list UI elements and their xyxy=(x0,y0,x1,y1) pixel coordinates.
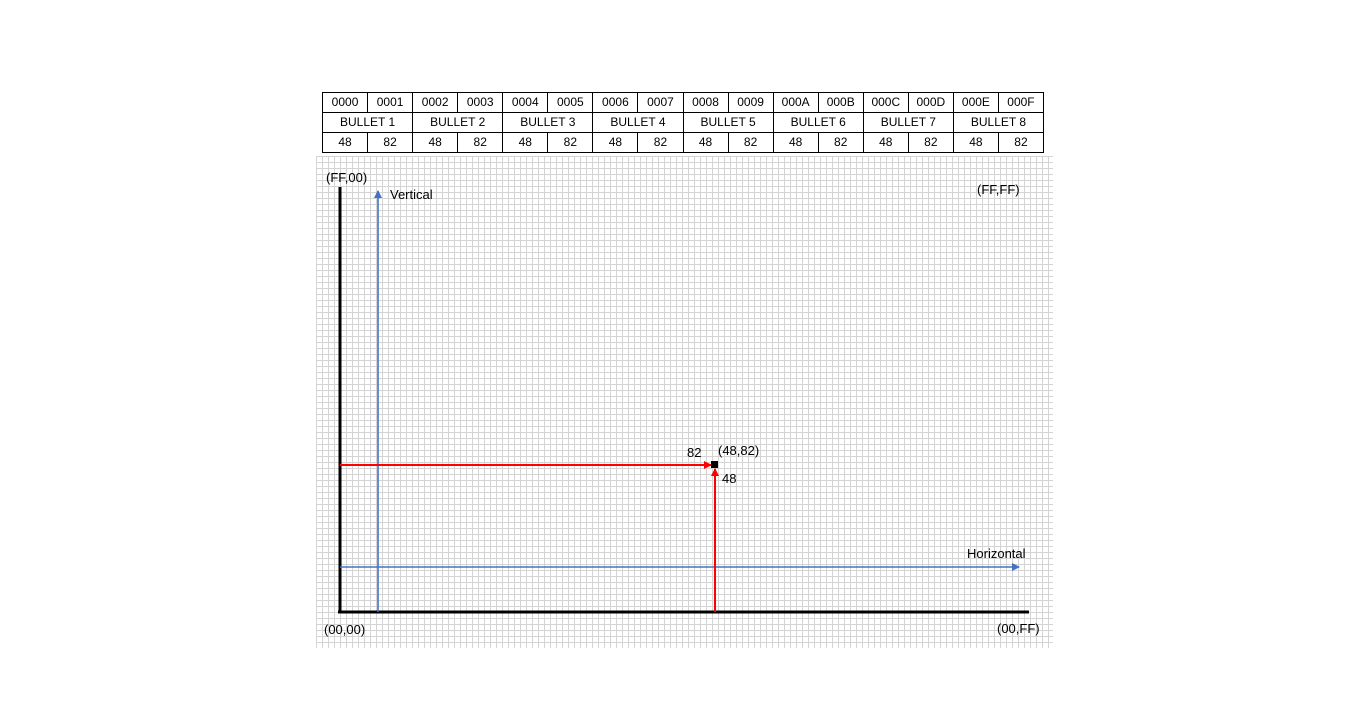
horizontal-axis-label: Horizontal xyxy=(967,546,1026,561)
bullet-cell: BULLET 1 xyxy=(321,112,414,133)
red-horizontal-value-label: 82 xyxy=(687,445,702,460)
vertical-axis-label: Vertical xyxy=(390,187,433,202)
coordinate-grid xyxy=(316,156,1053,648)
value-cell: 82 xyxy=(547,132,594,153)
bullet-row: BULLET 1 BULLET 2 BULLET 3 BULLET 4 BULL… xyxy=(321,112,1045,133)
corner-label-top-right: (FF,FF) xyxy=(977,182,1020,197)
point-coordinate-label: (48,82) xyxy=(718,443,760,458)
corner-label-bottom-left: (00,00) xyxy=(324,622,366,637)
address-cell: 0009 xyxy=(727,92,774,113)
red-vertical-value-label: 48 xyxy=(722,471,737,486)
value-cell: 82 xyxy=(367,132,414,153)
bullet-cell: BULLET 6 xyxy=(772,112,864,133)
bullet-cell: BULLET 4 xyxy=(592,112,684,133)
value-cell: 48 xyxy=(682,132,729,153)
address-cell: 000F xyxy=(997,92,1045,113)
bullet-point-marker xyxy=(711,461,718,468)
address-cell: 0005 xyxy=(547,92,594,113)
corner-label-top-left: (FF,00) xyxy=(326,170,368,185)
value-cell: 48 xyxy=(502,132,549,153)
address-cell: 000C xyxy=(862,92,909,113)
value-cell: 82 xyxy=(637,132,684,153)
value-cell: 48 xyxy=(321,132,369,153)
memory-table: 0000 0001 0002 0003 0004 0005 0006 0007 … xyxy=(321,92,1045,153)
value-cell: 82 xyxy=(997,132,1045,153)
value-cell: 82 xyxy=(457,132,504,153)
bullet-cell: BULLET 2 xyxy=(412,112,504,133)
address-cell: 0004 xyxy=(502,92,549,113)
value-cell: 48 xyxy=(772,132,819,153)
value-row: 48 82 48 82 48 82 48 82 48 82 48 82 48 8… xyxy=(321,132,1045,153)
value-cell: 48 xyxy=(412,132,459,153)
address-row: 0000 0001 0002 0003 0004 0005 0006 0007 … xyxy=(321,92,1045,113)
corner-label-bottom-right: (00,FF) xyxy=(997,621,1040,636)
bullet-cell: BULLET 5 xyxy=(682,112,774,133)
